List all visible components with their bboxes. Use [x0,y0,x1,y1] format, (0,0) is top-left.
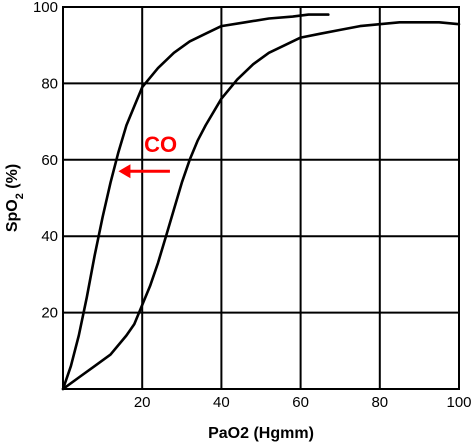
x-tick-label: 100 [446,394,471,411]
dissociation-curve-2 [61,21,461,391]
grid-lines [63,6,460,389]
annotations: CO [118,132,177,179]
y-tick-labels: 20 40 60 80 100 [33,0,58,322]
y-tick-label: 40 [41,228,58,245]
y-tick-label: 100 [33,0,58,16]
curves [61,13,461,391]
y-tick-label: 80 [41,75,58,92]
y-axis-title-main: SpO [4,199,21,232]
x-axis-title: PaO2 (Hgmm) [208,425,314,442]
y-tick-label: 60 [41,152,58,169]
y-axis-title-sub: 2 [14,193,26,199]
x-tick-labels: 20 40 60 80 100 [134,394,472,411]
y-axis-title-tail: (%) [4,164,21,193]
x-tick-label: 20 [134,394,151,411]
x-tick-label: 80 [371,394,388,411]
dissociation-curve-1 [61,13,330,391]
x-tick-label: 60 [292,394,309,411]
plot-frame [62,6,460,390]
x-tick-label: 40 [213,394,230,411]
co-label: CO [144,132,177,157]
y-axis-title: SpO2 (%) [4,164,26,232]
y-tick-label: 20 [41,305,58,322]
co-arrow-head [118,164,131,179]
